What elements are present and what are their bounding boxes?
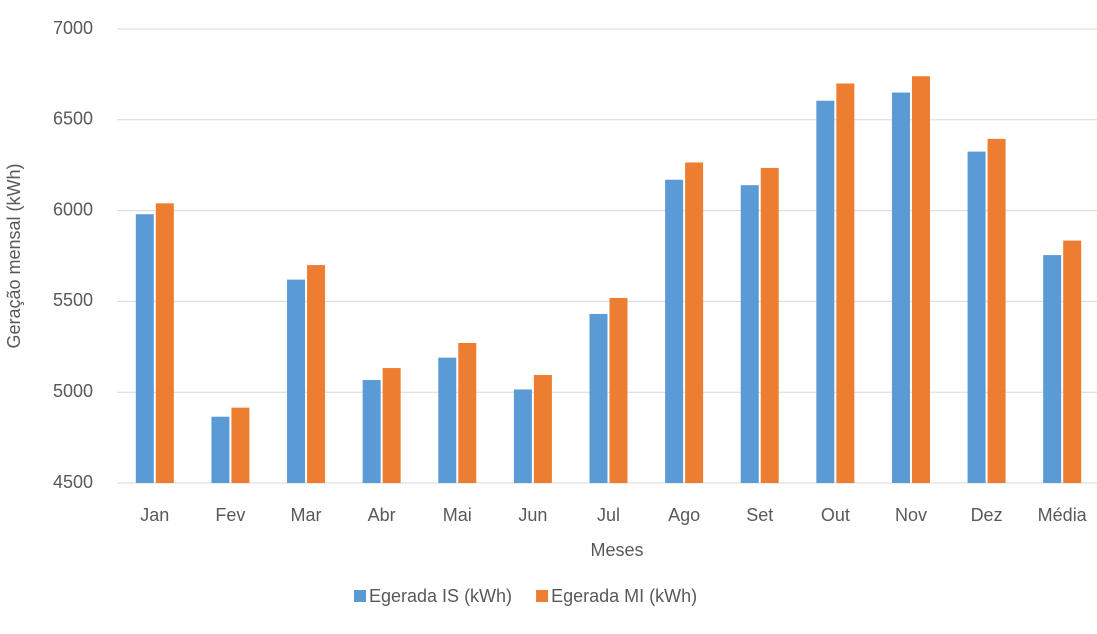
x-tick-label: Ago [668,505,700,525]
bar [307,265,326,483]
y-tick-label: 4500 [53,472,93,492]
bar [1063,240,1082,483]
bar [287,279,306,483]
bar [231,407,250,483]
bar [967,151,986,483]
bar [740,185,759,483]
y-tick-label: 6000 [53,199,93,219]
bar [987,138,1006,484]
y-tick-label: 5000 [53,381,93,401]
y-axis-title: Geração mensal (kWh) [4,163,24,348]
bar [382,368,401,483]
x-axis-title: Meses [590,540,643,560]
bar [362,380,381,483]
x-tick-label: Jan [140,505,169,525]
legend-swatch [536,590,549,602]
x-tick-label: Dez [971,505,1003,525]
y-tick-label: 7000 [53,18,93,38]
x-tick-label: Mai [443,505,472,525]
bar [438,357,457,483]
bar [609,297,628,483]
bar [891,92,910,483]
bar [760,167,779,483]
bar [135,214,154,483]
legend-label: Egerada MI (kWh) [551,586,697,606]
bar [816,100,835,484]
bar [533,374,552,483]
bar [836,83,855,483]
x-tick-label: Média [1038,505,1088,525]
x-tick-label: Set [746,505,773,525]
bar [685,162,704,483]
bar [155,203,174,483]
bar [911,76,930,483]
x-tick-label: Mar [291,505,322,525]
x-tick-label: Jun [518,505,547,525]
bar [1043,255,1062,483]
bar [589,313,608,483]
x-tick-label: Abr [368,505,396,525]
x-tick-label: Nov [895,505,927,525]
x-tick-label: Jul [597,505,620,525]
y-tick-label: 5500 [53,290,93,310]
legend-label: Egerada IS (kWh) [369,586,512,606]
bar [665,179,684,483]
x-tick-label: Out [821,505,850,525]
bar [211,416,230,483]
legend-swatch [354,590,366,602]
bar [513,389,532,483]
y-tick-label: 6500 [53,109,93,129]
bar [458,342,477,483]
x-tick-label: Fev [215,505,245,525]
